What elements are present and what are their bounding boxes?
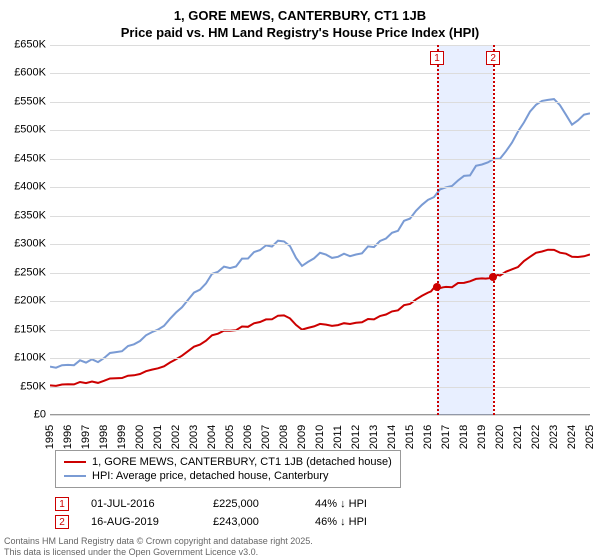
sales-table: 1 01-JUL-2016 £225,000 44% ↓ HPI 2 16-AUG-201… [55, 495, 425, 531]
marker-box-1: 1 [430, 51, 444, 65]
marker-box-2: 2 [486, 51, 500, 65]
gridline-h [50, 73, 590, 74]
chart-svg [50, 45, 590, 415]
x-tick-label: 2009 [296, 422, 308, 452]
marker-line-2 [493, 45, 495, 415]
legend-row: HPI: Average price, detached house, Cant… [64, 469, 392, 483]
gridline-h [50, 216, 590, 217]
x-tick-label: 2011 [332, 422, 344, 452]
x-tick-label: 2004 [206, 422, 218, 452]
legend-label: HPI: Average price, detached house, Cant… [92, 470, 328, 482]
x-tick-label: 2007 [260, 422, 272, 452]
sale-delta: 46% ↓ HPI [315, 516, 425, 528]
sale-price: £225,000 [213, 498, 303, 510]
sale-price: £243,000 [213, 516, 303, 528]
y-tick-label: £500K [2, 125, 46, 136]
y-tick-label: £250K [2, 267, 46, 278]
y-tick-label: £300K [2, 239, 46, 250]
x-tick-label: 2013 [368, 422, 380, 452]
legend: 1, GORE MEWS, CANTERBURY, CT1 1JB (detac… [55, 450, 401, 488]
y-tick-label: £150K [2, 324, 46, 335]
y-tick-label: £200K [2, 296, 46, 307]
gridline-h [50, 159, 590, 160]
sale-date: 01-JUL-2016 [91, 498, 201, 510]
y-tick-label: £600K [2, 68, 46, 79]
gridline-h [50, 45, 590, 46]
x-tick-label: 2018 [458, 422, 470, 452]
x-tick-label: 2025 [584, 422, 596, 452]
chart-container: 1, GORE MEWS, CANTERBURY, CT1 1JB Price … [0, 0, 600, 560]
x-tick-label: 1995 [44, 422, 56, 452]
gridline-h [50, 273, 590, 274]
x-tick-label: 2010 [314, 422, 326, 452]
gridline-h [50, 187, 590, 188]
series-hpi [50, 99, 590, 368]
gridline-h [50, 244, 590, 245]
attribution: Contains HM Land Registry data © Crown c… [4, 536, 313, 558]
legend-swatch [64, 461, 86, 463]
attribution-line2: This data is licensed under the Open Gov… [4, 547, 313, 558]
x-tick-label: 2016 [422, 422, 434, 452]
y-tick-label: £400K [2, 182, 46, 193]
y-tick-label: £0 [2, 410, 46, 421]
gridline-h [50, 102, 590, 103]
x-tick-label: 2008 [278, 422, 290, 452]
x-tick-label: 2002 [170, 422, 182, 452]
x-tick-label: 2024 [566, 422, 578, 452]
gridline-h [50, 301, 590, 302]
x-tick-label: 2014 [386, 422, 398, 452]
x-tick-label: 2001 [152, 422, 164, 452]
gridline-h [50, 330, 590, 331]
x-tick-label: 2023 [548, 422, 560, 452]
sale-row: 1 01-JUL-2016 £225,000 44% ↓ HPI [55, 495, 425, 513]
sale-marker: 2 [55, 515, 69, 529]
y-tick-label: £50K [2, 381, 46, 392]
y-tick-label: £350K [2, 210, 46, 221]
x-tick-label: 2017 [440, 422, 452, 452]
gridline-h [50, 130, 590, 131]
plot-area: £0£50K£100K£150K£200K£250K£300K£350K£400… [50, 45, 590, 415]
x-tick-label: 2003 [188, 422, 200, 452]
x-tick-label: 2000 [134, 422, 146, 452]
x-tick-label: 1998 [98, 422, 110, 452]
legend-row: 1, GORE MEWS, CANTERBURY, CT1 1JB (detac… [64, 455, 392, 469]
x-tick-label: 2005 [224, 422, 236, 452]
sale-date: 16-AUG-2019 [91, 516, 201, 528]
sale-row: 2 16-AUG-2019 £243,000 46% ↓ HPI [55, 513, 425, 531]
y-tick-label: £650K [2, 40, 46, 51]
x-tick-label: 2020 [494, 422, 506, 452]
sale-marker: 1 [55, 497, 69, 511]
x-tick-label: 2015 [404, 422, 416, 452]
x-tick-label: 1996 [62, 422, 74, 452]
legend-label: 1, GORE MEWS, CANTERBURY, CT1 1JB (detac… [92, 456, 392, 468]
gridline-h [50, 387, 590, 388]
gridline-h [50, 415, 590, 416]
sale-delta: 44% ↓ HPI [315, 498, 425, 510]
x-tick-label: 2012 [350, 422, 362, 452]
y-tick-label: £550K [2, 96, 46, 107]
x-tick-label: 1997 [80, 422, 92, 452]
marker-dot-1 [433, 283, 441, 291]
marker-line-1 [437, 45, 439, 415]
x-tick-label: 2022 [530, 422, 542, 452]
x-tick-label: 2021 [512, 422, 524, 452]
marker-dot-2 [489, 273, 497, 281]
y-tick-label: £450K [2, 153, 46, 164]
x-tick-label: 2019 [476, 422, 488, 452]
legend-swatch [64, 475, 86, 477]
gridline-h [50, 358, 590, 359]
series-property [50, 250, 590, 386]
x-tick-label: 1999 [116, 422, 128, 452]
x-tick-label: 2006 [242, 422, 254, 452]
y-tick-label: £100K [2, 353, 46, 364]
chart-title: 1, GORE MEWS, CANTERBURY, CT1 1JB [0, 0, 600, 25]
chart-subtitle: Price paid vs. HM Land Registry's House … [0, 25, 600, 44]
attribution-line1: Contains HM Land Registry data © Crown c… [4, 536, 313, 547]
